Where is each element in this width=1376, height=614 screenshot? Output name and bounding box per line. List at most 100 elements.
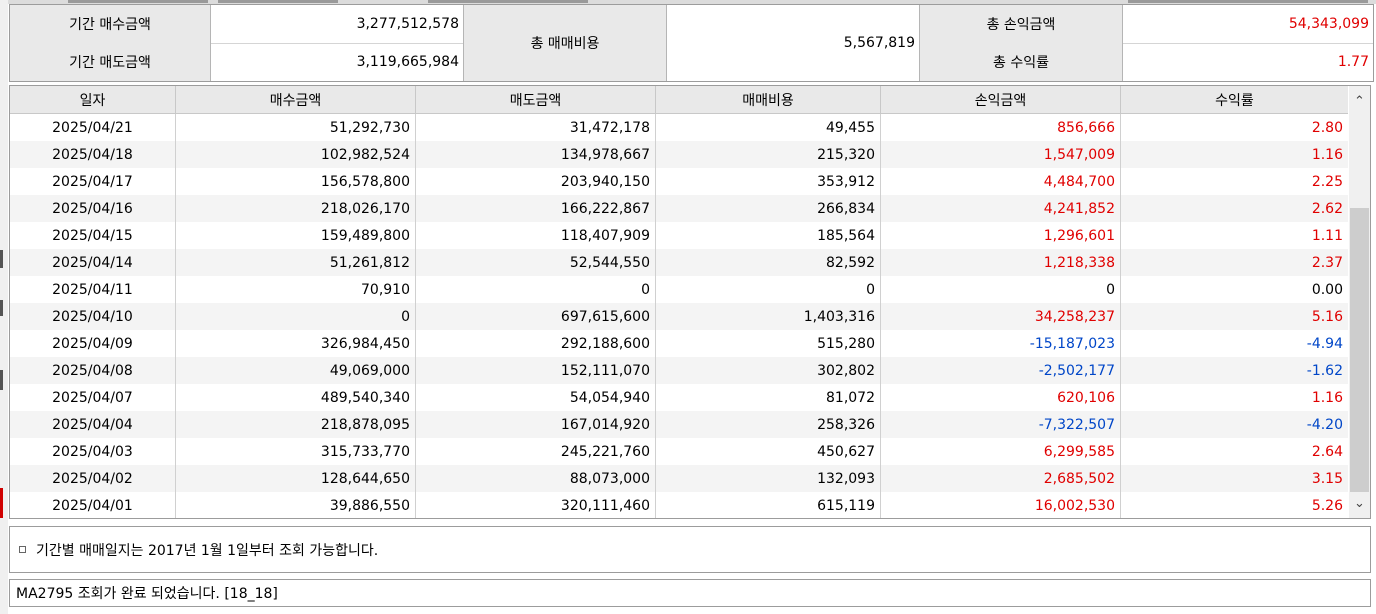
cell-fee: 215,320 — [656, 141, 881, 168]
cell-fee: 450,627 — [656, 438, 881, 465]
cell-date: 2025/04/01 — [10, 492, 176, 518]
cell-date: 2025/04/09 — [10, 330, 176, 357]
cell-fee: 1,403,316 — [656, 303, 881, 330]
cell-buy: 489,540,340 — [176, 384, 416, 411]
cell-pnl: -2,502,177 — [881, 357, 1121, 384]
cell-buy: 102,982,524 — [176, 141, 416, 168]
col-header-pnl[interactable]: 손익금액 — [881, 86, 1121, 113]
table-row[interactable]: 2025/04/11 70,910 0 0 0 0.00 — [10, 276, 1348, 303]
cell-sell: 88,073,000 — [416, 465, 656, 492]
cell-sell: 320,111,460 — [416, 492, 656, 518]
buy-total-value: 3,277,512,578 — [211, 5, 463, 43]
table-row[interactable]: 2025/04/07 489,540,340 54,054,940 81,072 620… — [10, 384, 1348, 411]
cell-fee: 49,455 — [656, 114, 881, 141]
edge-mark — [0, 250, 3, 268]
table-row[interactable]: 2025/04/04 218,878,095 167,014,920 258,326-… — [10, 411, 1348, 438]
cell-buy: 128,644,650 — [176, 465, 416, 492]
table-body: 2025/04/21 51,292,730 31,472,178 49,455 856,… — [10, 114, 1348, 518]
cell-sell: 54,054,940 — [416, 384, 656, 411]
cell-buy: 49,069,000 — [176, 357, 416, 384]
col-header-sell[interactable]: 매도금액 — [416, 86, 656, 113]
cell-pnl: 4,484,700 — [881, 168, 1121, 195]
cell-pnl: 16,002,530 — [881, 492, 1121, 518]
status-bar: MA2795 조회가 완료 되었습니다. [18_18] — [9, 579, 1371, 607]
cell-buy: 156,578,800 — [176, 168, 416, 195]
cell-rate: 2.80 — [1311, 119, 1343, 136]
cell-sell: 52,544,550 — [416, 249, 656, 276]
col-header-fee[interactable]: 매매비용 — [656, 86, 881, 113]
sell-total-label: 기간 매도금액 — [10, 43, 210, 81]
scrollbar-thumb[interactable] — [1350, 208, 1369, 492]
cell-rate: 1.16 — [1311, 146, 1343, 163]
rate-total-value: 1.77 — [1123, 43, 1373, 81]
cell-sell: 697,615,600 — [416, 303, 656, 330]
cell-buy: 159,489,800 — [176, 222, 416, 249]
cell-sell: 245,221,760 — [416, 438, 656, 465]
cell-date: 2025/04/08 — [10, 357, 176, 384]
table-row[interactable]: 2025/04/17 156,578,800 203,940,150 353,912 4… — [10, 168, 1348, 195]
table-row[interactable]: 2025/04/16 218,026,170 166,222,867 266,834 4… — [10, 195, 1348, 222]
cell-pnl: 6,299,585 — [881, 438, 1121, 465]
sell-total-value: 3,119,665,984 — [211, 43, 463, 81]
table-row[interactable]: 2025/04/15 159,489,800 118,407,909 185,564 1… — [10, 222, 1348, 249]
edge-red-mark — [0, 488, 3, 518]
bullet-icon — [19, 546, 26, 553]
cell-fee: 266,834 — [656, 195, 881, 222]
top-toolbar-edge — [8, 0, 1376, 4]
cell-rate: 5.16 — [1311, 308, 1343, 325]
vertical-scrollbar[interactable]: ⌃ ⌄ — [1349, 86, 1370, 518]
fee-total-label: 총 매매비용 — [464, 5, 666, 81]
cell-buy: 218,878,095 — [176, 411, 416, 438]
cell-date: 2025/04/04 — [10, 411, 176, 438]
cell-rate: -1.62 — [1306, 362, 1343, 379]
chevron-down-icon[interactable]: ⌄ — [1354, 495, 1365, 511]
table-row[interactable]: 2025/04/02 128,644,650 88,073,000 132,093 2,… — [10, 465, 1348, 492]
table-row[interactable]: 2025/04/21 51,292,730 31,472,178 49,455 856,… — [10, 114, 1348, 141]
cell-fee: 81,072 — [656, 384, 881, 411]
buy-total-label: 기간 매수금액 — [10, 5, 210, 43]
cell-pnl: 34,258,237 — [881, 303, 1121, 330]
table-row[interactable]: 2025/04/09 326,984,450 292,188,600 515,280-… — [10, 330, 1348, 357]
cell-buy: 70,910 — [176, 276, 416, 303]
table-row[interactable]: 2025/04/14 51,261,812 52,544,550 82,592 1,21… — [10, 249, 1348, 276]
cell-fee: 615,119 — [656, 492, 881, 518]
cell-date: 2025/04/02 — [10, 465, 176, 492]
cell-rate: 1.16 — [1311, 389, 1343, 406]
col-header-buy[interactable]: 매수금액 — [176, 86, 416, 113]
cell-rate: 2.64 — [1311, 443, 1343, 460]
cell-date: 2025/04/14 — [10, 249, 176, 276]
cell-buy: 51,292,730 — [176, 114, 416, 141]
cell-sell: 152,111,070 — [416, 357, 656, 384]
col-header-rate[interactable]: 수익률 — [1215, 92, 1254, 109]
cell-rate: 1.11 — [1311, 227, 1343, 244]
table-row[interactable]: 2025/04/10 0 697,615,600 1,403,316 34,258,23… — [10, 303, 1348, 330]
cell-date: 2025/04/17 — [10, 168, 176, 195]
cell-sell: 0 — [416, 276, 656, 303]
edge-mark — [0, 300, 3, 316]
cell-sell: 118,407,909 — [416, 222, 656, 249]
summary-panel: 기간 매수금액 기간 매도금액 3,277,512,578 3,119,665,… — [9, 4, 1374, 82]
cell-pnl: 1,218,338 — [881, 249, 1121, 276]
cell-pnl: 1,547,009 — [881, 141, 1121, 168]
notice-text: 기간별 매매일지는 2017년 1월 1일부터 조회 가능합니다. — [36, 542, 379, 559]
table-row[interactable]: 2025/04/03 315,733,770 245,221,760 450,627 6… — [10, 438, 1348, 465]
cell-rate: -4.20 — [1306, 416, 1343, 433]
cell-buy: 39,886,550 — [176, 492, 416, 518]
table-row[interactable]: 2025/04/08 49,069,000 152,111,070 302,802 -2… — [10, 357, 1348, 384]
cell-rate: 2.37 — [1311, 254, 1343, 271]
cell-fee: 132,093 — [656, 465, 881, 492]
cell-pnl: -7,322,507 — [881, 411, 1121, 438]
cell-sell: 203,940,150 — [416, 168, 656, 195]
cell-pnl: 4,241,852 — [881, 195, 1121, 222]
cell-date: 2025/04/11 — [10, 276, 176, 303]
cell-sell: 134,978,667 — [416, 141, 656, 168]
table-row[interactable]: 2025/04/01 39,886,550 320,111,460 615,119 16… — [10, 492, 1348, 518]
cell-pnl: 1,296,601 — [881, 222, 1121, 249]
table-row[interactable]: 2025/04/18 102,982,524 134,978,667 215,320 1… — [10, 141, 1348, 168]
cell-buy: 51,261,812 — [176, 249, 416, 276]
cell-buy: 0 — [176, 303, 416, 330]
cell-fee: 0 — [656, 276, 881, 303]
cell-date: 2025/04/16 — [10, 195, 176, 222]
chevron-up-icon[interactable]: ⌃ — [1354, 93, 1365, 109]
col-header-date[interactable]: 일자 — [10, 86, 176, 113]
